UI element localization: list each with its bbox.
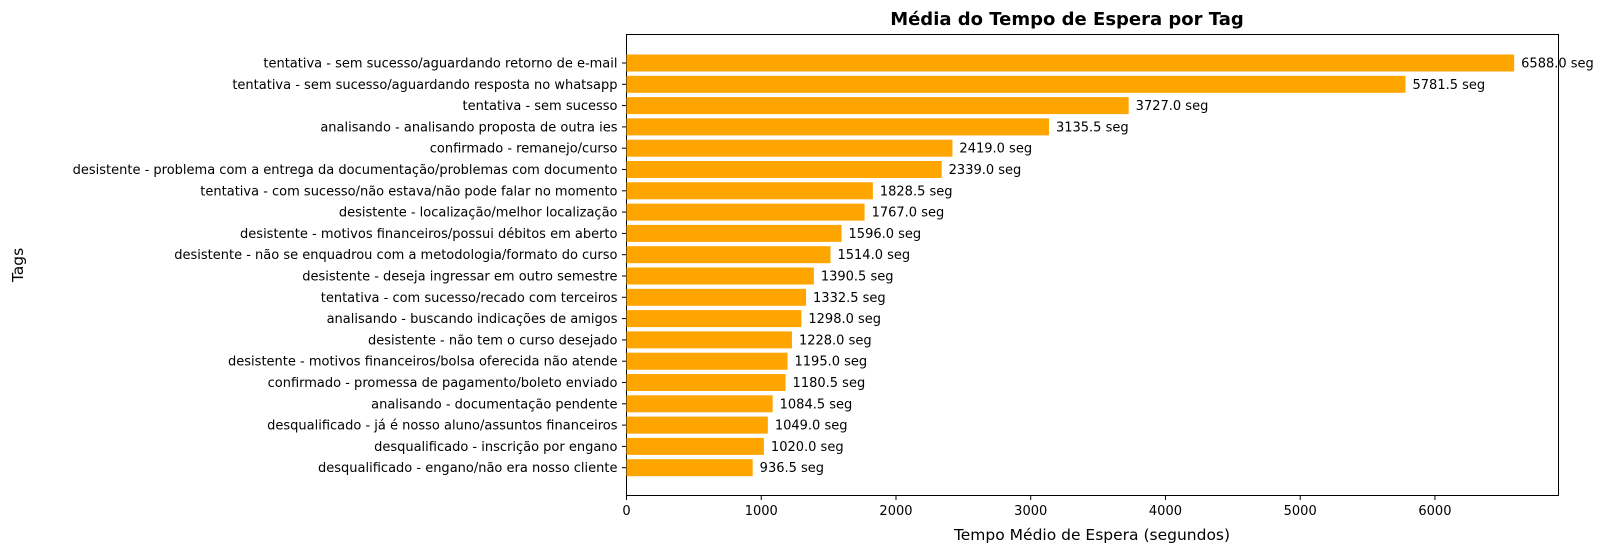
x-tick-label: 6000 (1418, 504, 1451, 519)
bar-value-label: 1020.0 seg (771, 440, 844, 455)
bar-value-label: 1332.5 seg (813, 291, 886, 306)
y-tick-label: desqualificado - já é nosso aluno/assunt… (267, 419, 618, 434)
bar-value-label: 1828.5 seg (880, 184, 953, 199)
y-tick-label: desistente - problema com a entrega da d… (73, 163, 618, 178)
bar-value-label: 3727.0 seg (1136, 99, 1209, 114)
bar-value-label: 1596.0 seg (849, 227, 922, 242)
bar (626, 182, 873, 200)
bar (626, 437, 764, 455)
plot-frame (626, 34, 1559, 496)
bar-value-label: 1767.0 seg (872, 206, 945, 221)
x-tick-label: 2000 (879, 504, 912, 519)
y-tick-label: desistente - não tem o curso desejado (368, 333, 618, 348)
y-tick-label: analisando - documentação pendente (371, 397, 617, 412)
bar (626, 97, 1129, 115)
bar (626, 288, 807, 306)
bars-group (626, 54, 1515, 477)
bar-value-label: 936.5 seg (760, 461, 824, 476)
y-axis: tentativa - sem sucesso/aguardando retor… (73, 57, 627, 476)
bar (626, 54, 1515, 72)
bar-value-label: 1195.0 seg (795, 355, 868, 370)
value-labels-group: 6588.0 seg 5781.5 seg 3727.0 seg 3135.5 seg… (760, 57, 1594, 477)
bar-value-label: 1180.5 seg (793, 376, 866, 391)
bar-value-label: 1298.0 seg (808, 312, 881, 327)
bar (626, 224, 842, 242)
bar (626, 352, 788, 370)
x-tick-label: 1000 (745, 504, 778, 519)
bar (626, 416, 768, 434)
bar (626, 459, 753, 477)
y-tick-label: analisando - analisando proposta de outr… (320, 120, 617, 135)
bar (626, 75, 1406, 93)
plot-area: 6588.0 seg 5781.5 seg 3727.0 seg 3135.5 seg… (626, 34, 1594, 496)
x-axis: 0 1000 2000 3000 4000 5000 6000 (622, 495, 1451, 519)
bar (626, 267, 814, 285)
bar-value-label: 1514.0 seg (837, 248, 910, 263)
bar-value-label: 2339.0 seg (949, 163, 1022, 178)
bar (626, 331, 792, 349)
y-tick-label: desistente - localização/melhor localiza… (339, 206, 618, 221)
bar (626, 118, 1049, 136)
y-tick-label: desqualificado - inscrição por engano (374, 440, 617, 455)
y-tick-label: desistente - não se enquadrou com a meto… (174, 248, 617, 263)
bar (626, 139, 953, 157)
y-axis-label: Tags (9, 248, 27, 283)
bar-value-label: 2419.0 seg (959, 142, 1032, 157)
y-tick-label: confirmado - remanejo/curso (430, 142, 618, 157)
x-tick-label: 3000 (1014, 504, 1047, 519)
bar (626, 161, 942, 178)
y-tick-label: tentativa - sem sucesso/aguardando respo… (232, 78, 617, 93)
y-tick-label: confirmado - promessa de pagamento/bolet… (268, 376, 618, 391)
bar-value-label: 3135.5 seg (1056, 120, 1129, 135)
y-tick-label: analisando - buscando indicações de amig… (327, 312, 618, 327)
y-tick-label: tentativa - sem sucesso/aguardando retor… (263, 57, 617, 72)
x-tick-label: 5000 (1284, 504, 1317, 519)
bar-value-label: 5781.5 seg (1413, 78, 1486, 93)
bar-value-label: 1049.0 seg (775, 419, 848, 434)
y-tick-label: desistente - motivos financeiros/bolsa o… (228, 355, 617, 370)
bar (626, 203, 865, 221)
bar (626, 395, 773, 413)
x-tick-label: 4000 (1149, 504, 1182, 519)
y-tick-label: tentativa - sem sucesso (463, 99, 618, 114)
chart-title: Média do Tempo de Espera por Tag (890, 9, 1244, 30)
bar (626, 374, 786, 391)
bar-value-label: 1084.5 seg (780, 397, 853, 412)
y-tick-label: tentativa - com sucesso/recado com terce… (321, 291, 618, 306)
bar-value-label: 6588.0 seg (1521, 57, 1594, 72)
bar-value-label: 1228.0 seg (799, 333, 872, 348)
bar (626, 310, 802, 328)
y-tick-label: tentativa - com sucesso/não estava/não p… (200, 184, 617, 199)
y-tick-label: desistente - motivos financeiros/possui … (240, 227, 617, 242)
bar (626, 246, 831, 264)
x-tick-label: 0 (622, 504, 630, 519)
bar-value-label: 1390.5 seg (821, 270, 894, 285)
y-tick-label: desistente - deseja ingressar em outro s… (302, 270, 617, 285)
y-tick-label: desqualificado - engano/não era nosso cl… (318, 461, 617, 476)
x-axis-label: Tempo Médio de Espera (segundos) (953, 526, 1230, 544)
